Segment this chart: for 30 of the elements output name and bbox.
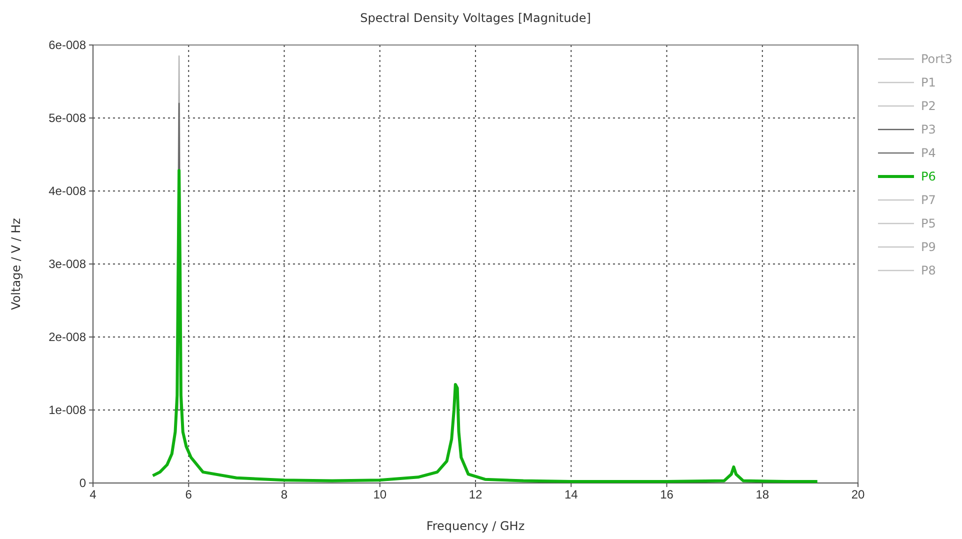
legend-label: P8 [921,264,936,278]
legend-label: P4 [921,146,936,160]
y-tick-label: 3e-008 [48,256,86,271]
legend-label: P7 [921,193,936,207]
legend-label: P2 [921,99,936,113]
x-tick-label: 20 [851,488,865,502]
y-tick-label: 0 [79,476,86,490]
legend-label: P3 [921,122,936,136]
x-tick-label: 4 [90,488,97,502]
y-tick-label: 4e-008 [48,184,86,198]
line-series [151,169,819,484]
x-tick-label: 8 [280,488,288,502]
x-tick-label: 14 [564,488,578,502]
x-tick-label: 16 [660,488,674,502]
chart-title: Spectral Density Voltages [Magnitude] [360,11,591,25]
legend-label: Port3 [921,52,952,66]
y-tick-label: 1e-008 [48,402,86,417]
y-axis-title: Voltage / V / Hz [9,218,23,310]
y-tick-label: 5e-008 [48,110,86,125]
x-tick-label: 18 [756,488,770,502]
legend-label: P5 [921,216,936,230]
legend-label: P6 [921,170,936,184]
legend-label: P9 [921,240,936,254]
x-tick-label: 12 [468,488,482,502]
x-tick-label: 6 [185,488,192,502]
y-tick-label: 2e-008 [48,330,86,344]
x-tick-label: 10 [373,488,387,502]
legend-label: P1 [921,76,936,90]
x-axis-title: Frequency / GHz [426,519,525,533]
y-tick-label: 6e-008 [48,38,86,52]
